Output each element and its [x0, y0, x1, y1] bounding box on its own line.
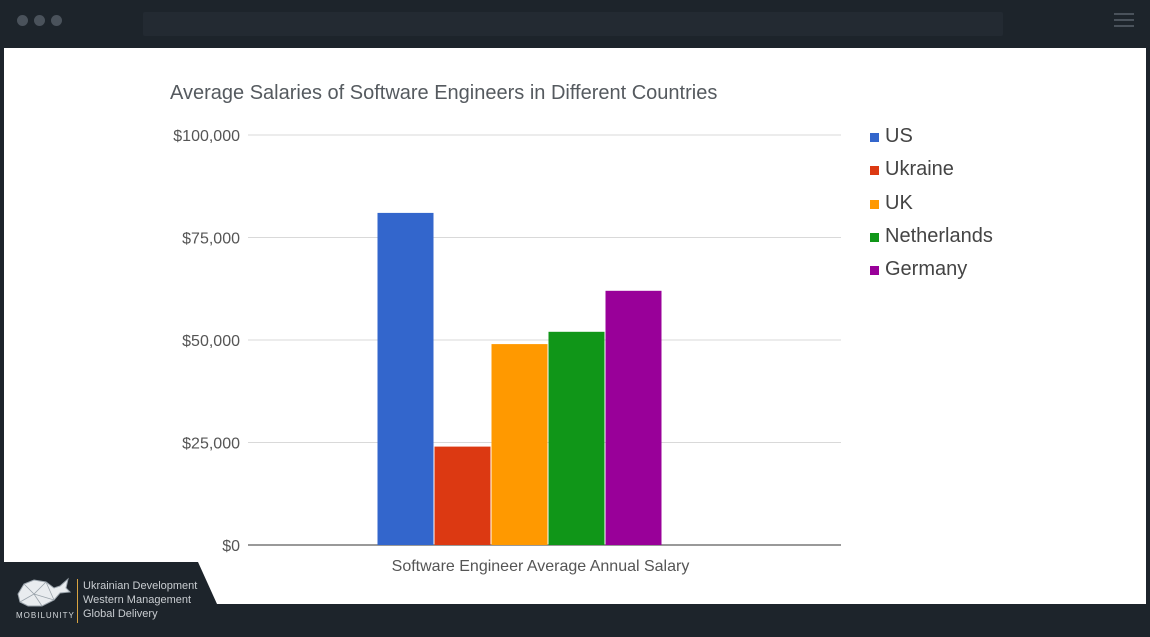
- tagline-line: Global Delivery: [83, 608, 158, 620]
- bar-uk: [491, 344, 548, 545]
- tagline-line: Ukrainian Development: [83, 580, 198, 592]
- address-bar[interactable]: [143, 12, 1003, 36]
- browser-toolbar: [0, 0, 1150, 48]
- hamburger-menu-icon[interactable]: [1114, 13, 1134, 29]
- whale-logo-icon: [17, 577, 72, 607]
- brand-name: MOBILUNITY: [16, 611, 75, 620]
- y-tick-label: $50,000: [182, 333, 240, 350]
- chart-panel: Average Salaries of Software Engineers i…: [4, 48, 1146, 604]
- legend-swatch: [870, 266, 879, 276]
- y-tick-label: $25,000: [182, 436, 240, 453]
- window-maximize-dot[interactable]: [51, 15, 62, 26]
- y-tick-label: $0: [222, 538, 240, 555]
- legend-swatch: [870, 133, 879, 142]
- window-close-dot[interactable]: [17, 15, 28, 26]
- legend-swatch: [870, 166, 879, 176]
- bar-germany: [605, 290, 662, 545]
- brand-tagline: Ukrainian Development Western Management…: [83, 579, 197, 621]
- legend-label: Ukraine: [885, 158, 954, 181]
- legend-label: Netherlands: [885, 224, 993, 247]
- legend-label: US: [885, 125, 913, 147]
- bar-us: [377, 212, 434, 545]
- x-category-label: Software Engineer Average Annual Salary: [392, 558, 690, 575]
- y-tick-label: $75,000: [182, 231, 240, 248]
- bar-ukraine: [434, 446, 491, 545]
- legend-swatch: [870, 232, 879, 242]
- bar-netherlands: [548, 331, 605, 545]
- legend-swatch: [870, 199, 879, 209]
- bar-chart: $0 $25,000 $50,000 $75,000 $100,000 Software …: [173, 128, 841, 575]
- window-minimize-dot[interactable]: [34, 15, 45, 26]
- brand-divider: [77, 579, 78, 623]
- brand-footer: MOBILUNITY Ukrainian Development Western…: [0, 562, 217, 637]
- chart-title: Average Salaries of Software Engineers i…: [170, 82, 718, 104]
- legend-label: Germany: [885, 258, 968, 281]
- legend-label: UK: [885, 191, 913, 214]
- y-tick-label: $100,000: [173, 128, 240, 145]
- tagline-line: Western Management: [83, 594, 192, 606]
